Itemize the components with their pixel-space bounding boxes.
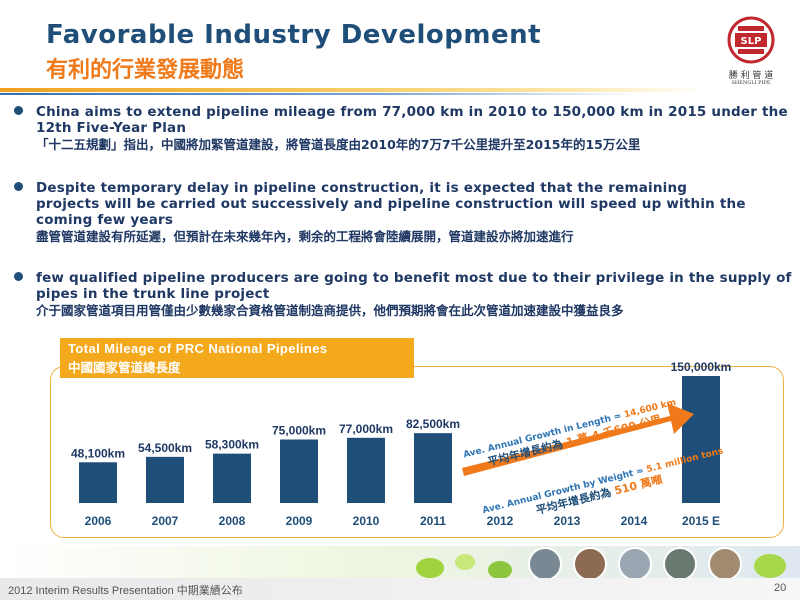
x-tick-label: 2015 E: [682, 514, 720, 528]
logo-badge: SLP: [741, 36, 762, 47]
leaf-icon: [455, 554, 475, 570]
bullet-item: China aims to extend pipeline mileage fr…: [10, 104, 795, 154]
pipe-photo-icon: [708, 547, 742, 581]
chart-frame: [50, 366, 784, 538]
pipe-photo-icon: [618, 547, 652, 581]
company-logo: SLP 勝 利 管 道 SHENGLI PIPE: [722, 14, 780, 86]
footer-decoration: [0, 546, 800, 582]
bullet-item: few qualified pipeline producers are goi…: [10, 270, 795, 320]
data-label: 82,500km: [406, 417, 460, 431]
bar-2007: [146, 456, 184, 503]
logo-name-zh: 勝 利 管 道: [728, 71, 774, 81]
page-title: Favorable Industry Development: [46, 20, 542, 50]
footer-text: 2012 Interim Results Presentation 中期業績公布: [8, 585, 243, 597]
bullet-text-zh: 介于國家管道項目用管僅由少數幾家合資格管道制造商提供，他們預期將會在此次管道加速…: [36, 303, 624, 318]
pipe-photo-icon: [573, 547, 607, 581]
slp-emblem-icon: SLP: [727, 16, 775, 64]
leaf-icon: [488, 561, 512, 579]
bar-2010: [347, 437, 385, 503]
bullet-text-en: Despite temporary delay in pipeline cons…: [36, 180, 746, 228]
x-tick-label: 2007: [152, 514, 179, 528]
page-number: 20: [774, 582, 787, 594]
bullet-list: China aims to extend pipeline mileage fr…: [10, 104, 795, 342]
data-label: 54,500km: [138, 441, 192, 455]
leaf-icon: [754, 554, 786, 578]
x-tick-label: 2008: [219, 514, 246, 528]
growth-arrow-shape: [462, 403, 694, 476]
bar-2008: [213, 453, 251, 503]
bullet-dot-icon: [14, 272, 23, 281]
growth-arrow: [462, 403, 694, 476]
chart-title-box: Total Mileage of PRC National Pipelines …: [60, 338, 414, 378]
x-tick-label: 2009: [286, 514, 313, 528]
x-tick-label: 2012: [487, 514, 514, 528]
title-divider-secondary: [0, 93, 640, 95]
title-divider: [0, 88, 705, 92]
page-title-zh: 有利的行業發展動態: [46, 58, 245, 83]
bullet-text-zh: 盡管管道建設有所延遲，但預計在未來幾年內，剩余的工程將會陸續展開，管道建設亦將加…: [36, 229, 574, 244]
data-label: 58,300km: [205, 438, 259, 452]
data-label: 75,000km: [272, 424, 326, 438]
chart-title-zh: 中國國家管道總長度: [68, 361, 181, 375]
bar-2006: [79, 462, 117, 503]
annotation-length: Ave. Annual Growth in Length ≈ 14,600 km…: [462, 398, 677, 469]
bullet-item: Despite temporary delay in pipeline cons…: [10, 180, 795, 246]
data-label: 150,000km: [671, 360, 732, 374]
x-tick-label: 2014: [621, 514, 648, 528]
x-tick-label: 2010: [353, 514, 380, 528]
x-tick-label: 2011: [420, 514, 446, 528]
bullet-text-en: China aims to extend pipeline mileage fr…: [36, 104, 788, 136]
bar-2009: [280, 439, 318, 503]
bar-2015-e: [682, 376, 720, 503]
pipe-photo-icon: [663, 547, 697, 581]
leaf-icon: [416, 558, 444, 578]
chart-title: Total Mileage of PRC National Pipelines: [68, 341, 328, 356]
bar-2011: [414, 433, 452, 503]
logo-name-en: SHENGLI PIPE: [731, 80, 771, 86]
bullet-dot-icon: [14, 106, 23, 115]
bullet-text-zh: 「十二五規劃」指出，中國將加緊管道建設，將管道長度由2010年的7万7千公里提升…: [36, 137, 641, 152]
bullet-dot-icon: [14, 182, 23, 191]
x-tick-label: 2013: [554, 514, 581, 528]
data-label: 48,100km: [71, 446, 125, 460]
data-label: 77,000km: [339, 422, 393, 436]
bullet-text-en: few qualified pipeline producers are goi…: [36, 270, 792, 302]
pipeline-mileage-chart: 48,100km 54,500km 58,300km 75,000km 77,000km…: [71, 360, 732, 528]
x-tick-label: 2006: [85, 514, 112, 528]
footer-bar: [0, 578, 800, 600]
pipe-photo-icon: [528, 547, 562, 581]
